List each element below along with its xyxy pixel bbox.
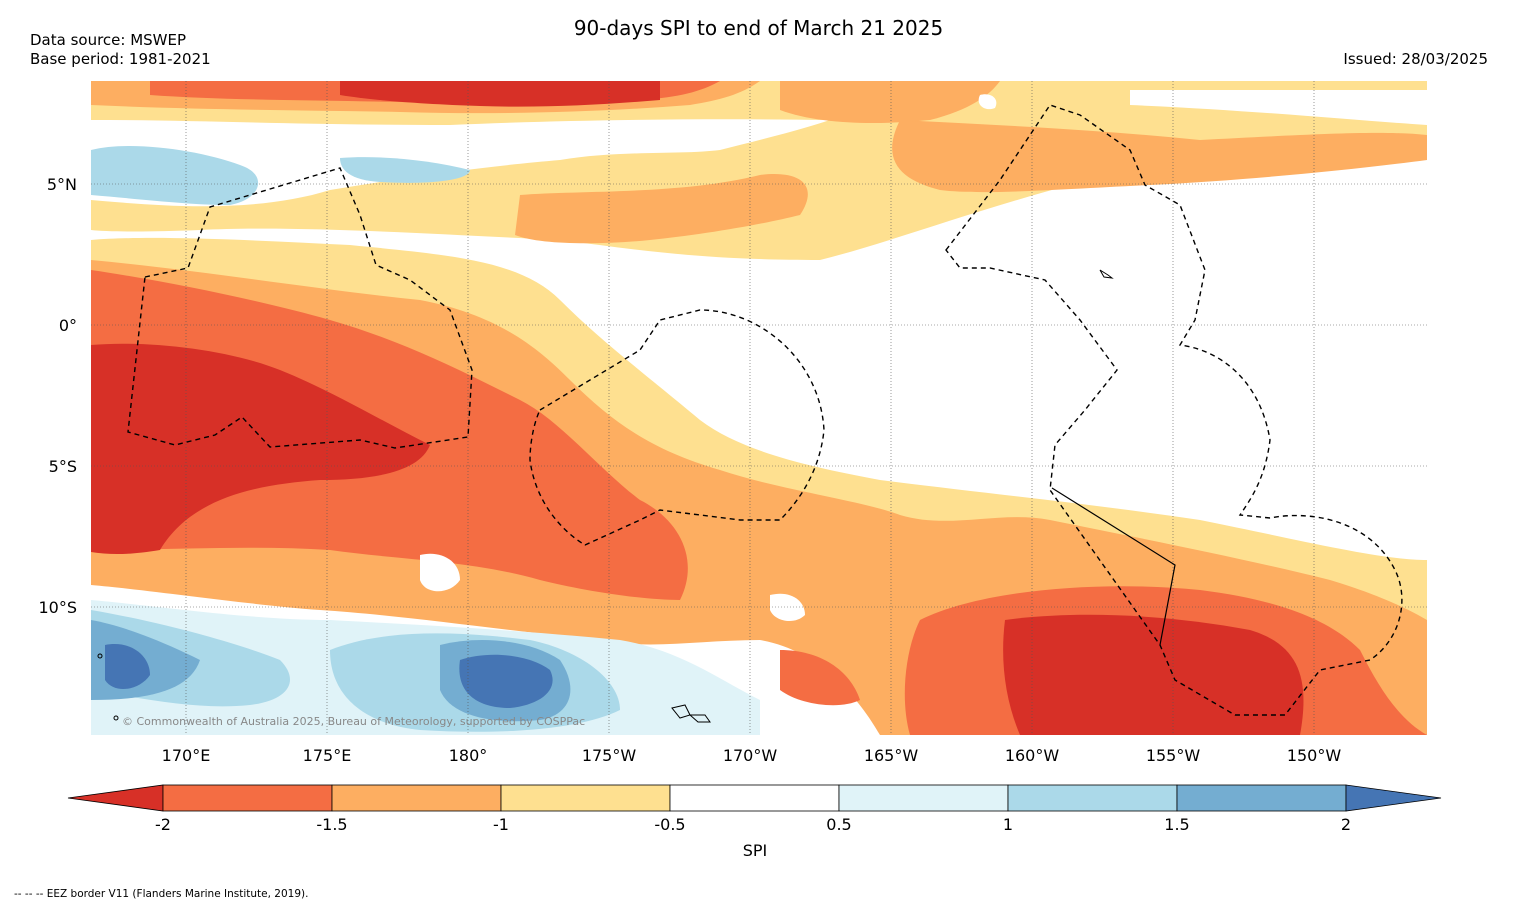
lon-label-170e: 170°E bbox=[161, 746, 211, 765]
lon-label-155w: 155°W bbox=[1145, 746, 1201, 765]
data-source-label: Data source: MSWEP bbox=[30, 31, 187, 49]
lat-label-0: 0° bbox=[58, 316, 77, 335]
colorbar-label: SPI bbox=[742, 841, 768, 860]
lon-label-165w: 165°W bbox=[863, 746, 919, 765]
base-period-label: Base period: 1981-2021 bbox=[30, 50, 211, 68]
colorbar-tick: -1 bbox=[493, 815, 509, 834]
spi-field bbox=[91, 81, 1427, 735]
colorbar-tick: -1.5 bbox=[316, 815, 348, 834]
lon-label-175e: 175°E bbox=[302, 746, 352, 765]
colorbar-tick: -2 bbox=[155, 815, 171, 834]
lat-label-10s: 10°S bbox=[38, 598, 77, 617]
lon-label-175w: 175°W bbox=[581, 746, 637, 765]
lat-label-5s: 5°S bbox=[48, 457, 77, 476]
colorbar-tick: -0.5 bbox=[654, 815, 686, 834]
lon-label-150w: 150°W bbox=[1286, 746, 1342, 765]
map-title: 90-days SPI to end of March 21 2025 bbox=[573, 16, 944, 40]
issued-date-label: Issued: 28/03/2025 bbox=[1343, 50, 1488, 68]
lon-label-160w: 160°W bbox=[1004, 746, 1060, 765]
graticule bbox=[91, 81, 1427, 735]
copyright-notice: © Commonwealth of Australia 2025, Bureau… bbox=[122, 715, 586, 728]
eez-borders bbox=[127, 104, 1403, 716]
colorbar-tick: 0.5 bbox=[826, 815, 852, 834]
lat-label-5n: 5°N bbox=[46, 175, 77, 194]
colorbar-tick: 2 bbox=[1340, 815, 1352, 834]
lon-label-170w: 170°W bbox=[722, 746, 778, 765]
colorbar-tick: 1.5 bbox=[1164, 815, 1190, 834]
lon-label-180: 180° bbox=[448, 746, 488, 765]
islands bbox=[97, 269, 1114, 723]
country-border bbox=[1051, 487, 1176, 646]
colorbar-tick: 1 bbox=[1002, 815, 1014, 834]
eez-legend-footer: -- -- -- EEZ border V11 (Flanders Marine… bbox=[14, 888, 309, 900]
